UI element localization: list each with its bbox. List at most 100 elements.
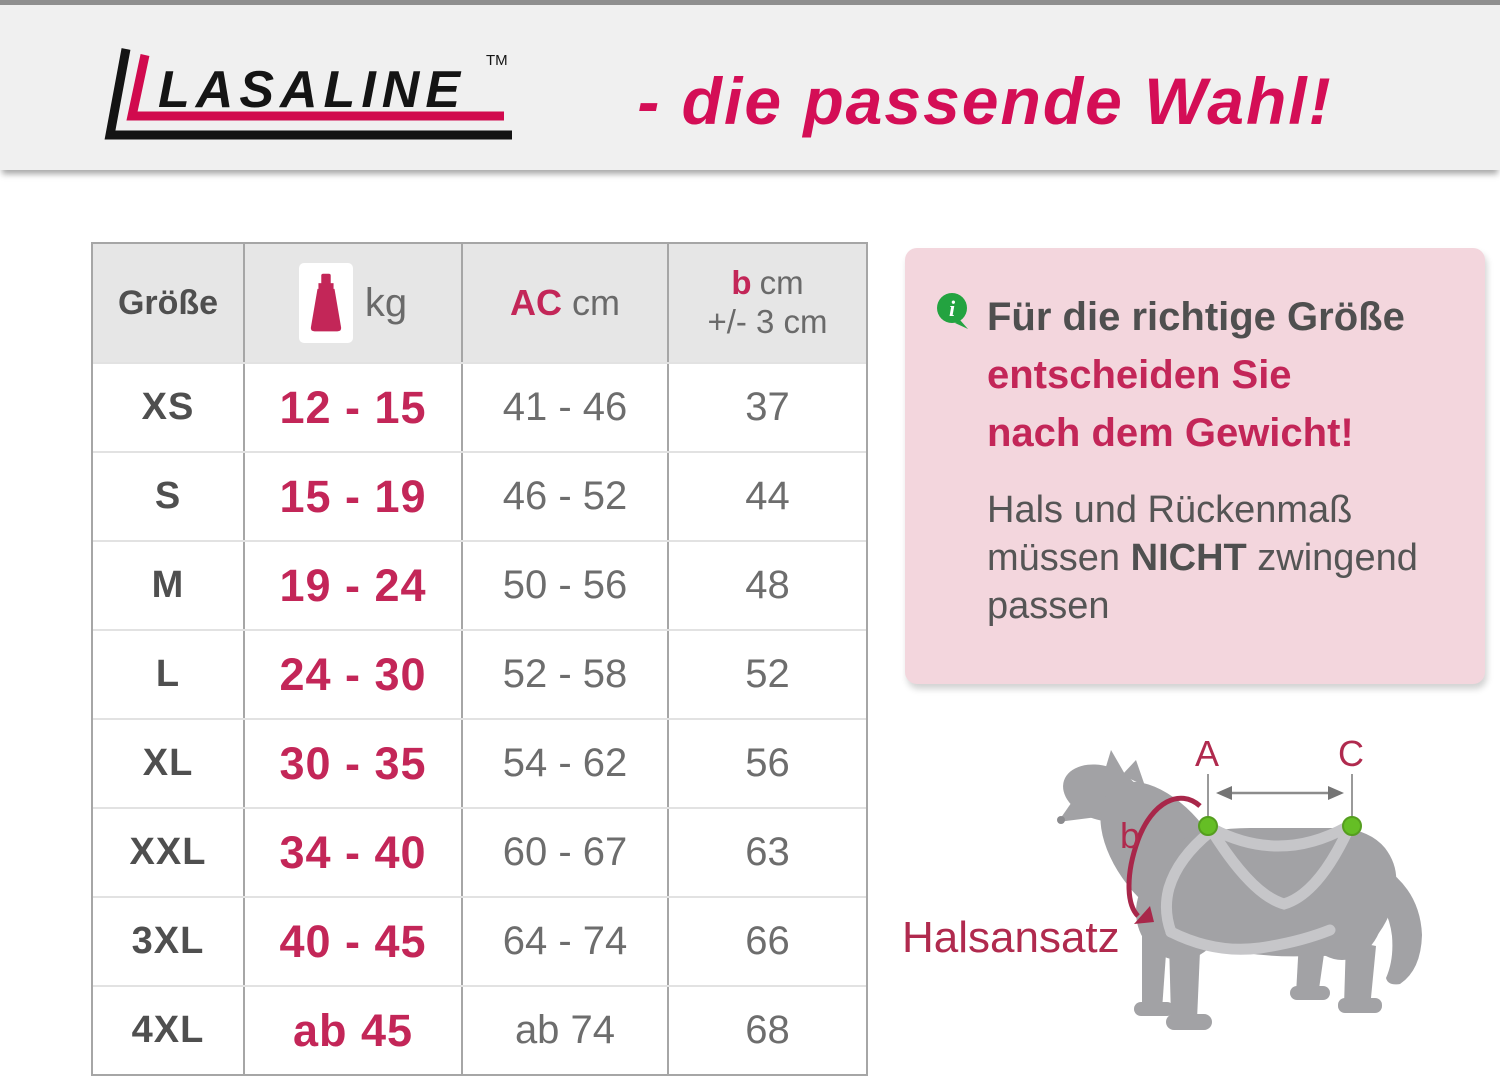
harness-belly-strap: [1165, 924, 1336, 955]
kg-cell: 40 - 45: [243, 898, 461, 985]
info-para-line3: passen: [987, 585, 1110, 627]
size-cell: L: [155, 653, 181, 695]
arrow-left-icon: [1216, 786, 1232, 800]
logo-red-l-icon: [126, 54, 504, 121]
info-paragraph: Hals und Rückenmaß müssen NICHT zwingend…: [987, 486, 1455, 630]
neck-circumference-arc: [1126, 795, 1202, 918]
weight-unit-label: kg: [364, 280, 408, 325]
info-headline-line1: Für die richtige Größe: [987, 295, 1405, 339]
ac-cell: 64 - 74: [461, 898, 667, 985]
label-c: C: [1338, 733, 1364, 774]
info-box: i Für die richtige Größe entscheiden Sie…: [905, 248, 1485, 684]
table-row: 4XL ab 45 ab 74 68: [93, 985, 866, 1074]
table-header-row: Größe kg AC cm b cm: [93, 244, 866, 362]
trademark-symbol: TM: [486, 52, 508, 69]
ac-cell: 50 - 56: [461, 542, 667, 629]
ac-cell: 54 - 62: [461, 720, 667, 807]
table-row: XL 30 - 35 54 - 62 56: [93, 718, 866, 807]
b-cell: 44: [667, 453, 866, 540]
weight-icon: [310, 273, 342, 332]
kg-cell: 24 - 30: [243, 631, 461, 718]
kg-cell: ab 45: [243, 987, 461, 1074]
label-b: b: [1120, 815, 1140, 856]
b-cell: 37: [667, 364, 866, 451]
logo-black-l-icon: [104, 48, 512, 140]
brand-name: LASALINE: [158, 61, 466, 119]
column-header-ac: AC cm: [461, 244, 667, 362]
dog-paw-shape: [1166, 1014, 1212, 1030]
marker-dot-c: [1342, 816, 1362, 836]
halsansatz-label: Halsansatz: [902, 913, 1120, 962]
weight-icon-box: [298, 263, 353, 343]
table-row: XS 12 - 15 41 - 46 37: [93, 362, 866, 451]
measurement-annotations: A C b Halsansatz: [902, 733, 1364, 962]
b-cell: 66: [667, 898, 866, 985]
harness-neck-strap: [1160, 826, 1216, 938]
ac-cell: 60 - 67: [461, 809, 667, 896]
kg-cell: 15 - 19: [243, 453, 461, 540]
b-cell: 68: [667, 987, 866, 1074]
dog-measurement-diagram: A C b Halsansatz: [902, 733, 1422, 1030]
info-para-line2: müssen NICHT zwingend: [987, 534, 1455, 582]
column-header-weight: kg: [243, 244, 461, 362]
table-row: XXL 34 - 40 60 - 67 63: [93, 807, 866, 896]
ac-unit-label: cm: [572, 282, 620, 323]
table-row: 3XL 40 - 45 64 - 74 66: [93, 896, 866, 985]
column-header-size: Größe: [117, 283, 219, 322]
top-border-strip: [0, 0, 1500, 5]
harness-back-strap: [1207, 821, 1353, 852]
info-para-line1: Hals und Rückenmaß: [987, 489, 1353, 531]
size-cell: S: [154, 475, 182, 517]
dog-muzzle-shape: [1058, 783, 1113, 822]
header-slogan: - die passende Wahl!: [637, 64, 1333, 138]
lasaline-logo: LASALINE TM: [104, 48, 512, 140]
info-headline-line3: nach dem Gewicht!: [987, 411, 1354, 455]
info-icon: i: [937, 293, 968, 329]
header-band: LASALINE TM - die passende Wahl!: [0, 5, 1500, 170]
b-unit-label: cm: [759, 264, 804, 302]
dog-rear-leg-near: [1344, 940, 1376, 1008]
info-para-line2-pre: müssen: [987, 537, 1131, 579]
kg-cell: 34 - 40: [243, 809, 461, 896]
dog-paw-shape: [1338, 998, 1382, 1013]
info-para-line2-post: zwingend: [1246, 537, 1418, 579]
b-cell: 56: [667, 720, 866, 807]
size-cell: XS: [141, 386, 195, 428]
ac-cell: ab 74: [461, 987, 667, 1074]
size-cell: 4XL: [131, 1009, 205, 1051]
size-cell: M: [151, 564, 185, 606]
b-tolerance-label: +/- 3 cm: [707, 303, 828, 340]
dog-paw-shape: [1134, 1002, 1174, 1016]
b-cell: 48: [667, 542, 866, 629]
info-headline-line2: entscheiden Sie: [987, 353, 1292, 397]
size-table: Größe kg AC cm b cm: [91, 242, 868, 1076]
ac-cell: 52 - 58: [461, 631, 667, 718]
arc-arrowhead-icon: [1134, 906, 1154, 924]
label-a: A: [1195, 733, 1219, 774]
harness-straps: [1160, 821, 1354, 955]
table-row: S 15 - 19 46 - 52 44: [93, 451, 866, 540]
marker-dot-a: [1198, 816, 1218, 836]
dog-paw-shape: [1290, 986, 1330, 1000]
kg-cell: 30 - 35: [243, 720, 461, 807]
ac-cell: 46 - 52: [461, 453, 667, 540]
dog-nose-icon: [1057, 816, 1065, 824]
b-cell: 52: [667, 631, 866, 718]
b-label: b: [731, 264, 752, 302]
info-para-line2-bold: NICHT: [1130, 537, 1247, 579]
size-cell: XXL: [129, 831, 207, 873]
table-row: M 19 - 24 50 - 56 48: [93, 540, 866, 629]
ac-cell: 41 - 46: [461, 364, 667, 451]
column-header-b: b cm +/- 3 cm: [667, 244, 866, 362]
kg-cell: 19 - 24: [243, 542, 461, 629]
arrow-right-icon: [1328, 786, 1344, 800]
harness-x-strap: [1206, 824, 1354, 910]
dog-ear-icon: [1122, 760, 1145, 786]
table-row: L 24 - 30 52 - 58 52: [93, 629, 866, 718]
dog-rear-thigh-shape: [1300, 856, 1384, 960]
size-cell: XL: [142, 742, 194, 784]
ac-label: AC: [510, 282, 562, 323]
info-icon-glyph: i: [949, 296, 956, 321]
size-cell: 3XL: [131, 920, 205, 962]
